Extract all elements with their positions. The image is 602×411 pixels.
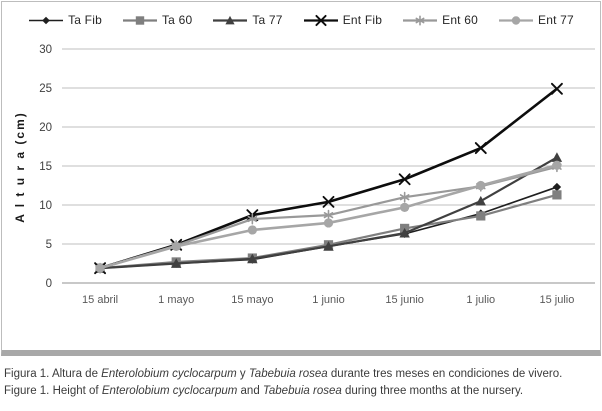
height-line-chart: 0 5 10 15 20 25 30 15 abril 1 mayo 15 mayo 1 junio… [39, 44, 595, 306]
species-name: Enterolobium cyclocarpum [101, 385, 238, 398]
caption-text: Figure 1. Height of [4, 385, 102, 398]
square-marker-icon [476, 211, 486, 221]
circle-legend-icon [499, 15, 534, 25]
series-ent-77 [95, 160, 562, 273]
series-line [99, 193, 558, 270]
x-tick-label: 15 mayo [231, 294, 273, 306]
series-line [100, 186, 558, 269]
legend-label: Ta 77 [252, 13, 283, 27]
legend-item-ent-60: Ent 60 [402, 13, 478, 27]
circle-marker-icon [476, 180, 486, 191]
caption-spanish: Figura 1. Altura de Enterolobium cycloca… [4, 366, 598, 383]
asterisk-marker-icon [323, 209, 334, 221]
caption-text: and [237, 385, 263, 398]
diamond-marker-icon [552, 182, 562, 192]
x-marker-icon [474, 142, 487, 155]
x-tick-label: 1 julio [466, 294, 495, 306]
x-tick-label: 15 abril [82, 294, 118, 306]
legend-label: Ent 60 [442, 13, 479, 27]
triangle-marker-icon [399, 227, 410, 238]
x-marker-icon [398, 173, 411, 186]
legend-item-ent-fib: Ent Fib [303, 13, 382, 27]
chart-legend: Ta Fib Ta 60 Ta 77 Ent Fib Ent 60 Ent 77 [2, 10, 600, 30]
triangle-marker-icon [323, 241, 334, 251]
x-tick-label: 15 julio [539, 294, 574, 306]
triangle-marker-icon [475, 195, 486, 206]
x-legend-icon [303, 14, 338, 26]
caption-text: durante tres meses en condiciones de viv… [327, 368, 563, 380]
legend-label: Ent Fib [342, 13, 383, 27]
triangle-legend-icon [213, 15, 248, 24]
x-marker-icon [315, 14, 327, 26]
legend-label: Ta Fib [68, 13, 102, 27]
y-tick-label: 20 [39, 122, 52, 134]
circle-marker-icon [247, 225, 257, 235]
caption-text: during three months at the nursery. [341, 385, 524, 398]
legend-label: Ent 77 [538, 13, 574, 27]
y-tick-label: 0 [46, 278, 52, 290]
asterisk-marker-icon [415, 15, 425, 25]
legend-label: Ta 60 [161, 13, 193, 27]
circle-marker-icon [95, 263, 105, 273]
caption-text: Figura 1. Altura de [4, 368, 102, 380]
legend-item-ta-fib: Ta Fib [28, 13, 102, 27]
y-tick-label: 5 [46, 239, 52, 251]
legend-item-ta-60: Ta 60 [122, 13, 192, 27]
y-tick-label: 15 [39, 161, 52, 173]
square-marker-icon [135, 15, 145, 25]
y-axis-title: A l t u r a (cm) [13, 111, 27, 223]
square-marker-icon [552, 190, 562, 200]
circle-marker-icon [171, 241, 181, 251]
x-marker-icon [322, 195, 335, 208]
diamond-marker-icon [42, 16, 50, 24]
triangle-marker-icon [551, 152, 563, 162]
triangle-marker-icon [171, 258, 182, 268]
chart-frame: Ta Fib Ta 60 Ta 77 Ent Fib Ent 60 Ent 77 0 5 10… [1, 1, 601, 356]
triangle-marker-icon [225, 15, 235, 24]
caption-text: y [236, 368, 249, 380]
triangle-marker-icon [247, 253, 258, 264]
species-name: Tabebuia rosea [262, 385, 342, 398]
circle-marker-icon [323, 218, 334, 228]
y-tick-label: 10 [39, 200, 52, 212]
x-tick-label: 1 junio [312, 294, 344, 306]
figure-caption: Figura 1. Altura de Enterolobium cycloca… [4, 366, 598, 401]
circle-marker-icon [552, 160, 562, 170]
caption-english: Figure 1. Height of Enterolobium cycloca… [4, 383, 598, 400]
asterisk-marker-icon [247, 213, 258, 225]
legend-item-ta-77: Ta 77 [212, 13, 282, 27]
series-ent-60 [95, 161, 562, 274]
asterisk-marker-icon [399, 191, 410, 203]
x-tick-label: 1 mayo [158, 294, 194, 306]
legend-item-ent-77: Ent 77 [498, 13, 574, 27]
y-tick-label: 30 [39, 44, 52, 56]
circle-marker-icon [400, 202, 410, 212]
species-name: Tabebuia rosea [248, 368, 328, 380]
y-tick-label: 25 [39, 83, 52, 95]
x-tick-label: 15 junio [385, 294, 424, 306]
diamond-legend-icon [29, 16, 64, 24]
asterisk-legend-icon [403, 15, 438, 25]
species-name: Enterolobium cyclocarpum [101, 368, 237, 380]
square-legend-icon [122, 15, 157, 25]
circle-marker-icon [511, 15, 521, 25]
x-marker-icon [550, 82, 563, 95]
